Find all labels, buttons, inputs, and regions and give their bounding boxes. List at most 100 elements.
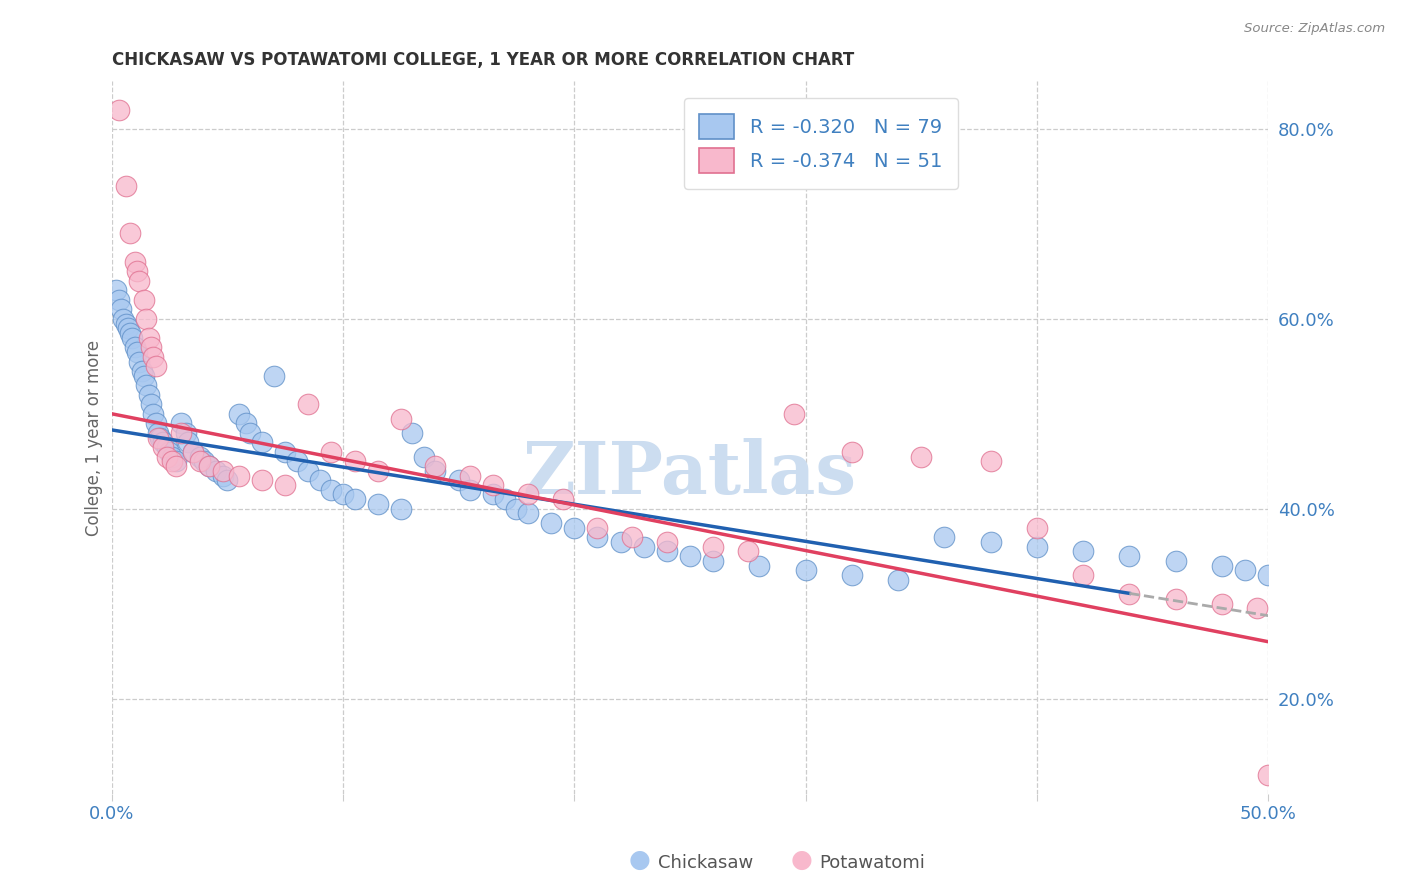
Point (737, 544, 759, 558)
Point (655, 535, 678, 549)
Point (128, 274, 150, 288)
Point (112, 311, 135, 326)
Text: ●: ● (790, 848, 813, 872)
Point (159, 444, 181, 458)
Point (887, 573, 910, 587)
Point (425, 458, 447, 473)
Point (107, 103, 129, 117)
Point (1025, 540, 1047, 554)
Point (110, 302, 132, 317)
Text: CHICKASAW VS POTAWATOMI COLLEGE, 1 YEAR OR MORE CORRELATION CHART: CHICKASAW VS POTAWATOMI COLLEGE, 1 YEAR … (111, 51, 853, 69)
Point (425, 464, 447, 478)
Point (117, 321, 139, 335)
Point (146, 425, 169, 440)
Point (934, 530, 956, 544)
Point (170, 417, 193, 431)
Point (297, 464, 319, 478)
Point (170, 425, 193, 440)
Point (308, 473, 330, 487)
Point (160, 454, 183, 468)
Point (980, 454, 1002, 468)
Point (447, 473, 470, 487)
Point (114, 178, 136, 193)
Point (132, 368, 155, 383)
Point (540, 516, 562, 530)
Point (160, 450, 183, 464)
Point (458, 468, 481, 483)
Point (517, 487, 540, 501)
Point (586, 521, 609, 535)
Point (621, 530, 644, 544)
Point (188, 454, 211, 468)
Legend: R = -0.320   N = 79, R = -0.374   N = 51: R = -0.320 N = 79, R = -0.374 N = 51 (683, 98, 957, 189)
Point (1246, 601, 1268, 615)
Point (401, 425, 423, 440)
Point (494, 492, 516, 507)
Point (285, 454, 308, 468)
Point (1118, 549, 1140, 564)
Point (211, 464, 233, 478)
Point (235, 417, 257, 431)
Point (114, 317, 136, 331)
Point (551, 492, 574, 507)
Point (297, 397, 319, 411)
Point (125, 345, 148, 359)
Point (609, 535, 631, 549)
Point (124, 255, 146, 269)
Point (321, 483, 343, 497)
Point (586, 530, 609, 544)
Point (124, 340, 146, 354)
Point (274, 444, 297, 458)
Point (228, 468, 250, 483)
Point (139, 340, 162, 354)
Point (128, 354, 150, 368)
Point (482, 487, 505, 501)
Point (1257, 568, 1279, 582)
Point (177, 435, 200, 450)
Point (482, 478, 505, 492)
Point (1164, 591, 1187, 606)
Point (193, 454, 215, 468)
Point (702, 554, 724, 568)
Point (152, 435, 174, 450)
Text: Potawatomi: Potawatomi (820, 855, 925, 872)
Point (239, 425, 262, 440)
Point (343, 454, 366, 468)
Point (105, 283, 128, 297)
Point (138, 388, 160, 402)
Text: Source: ZipAtlas.com: Source: ZipAtlas.com (1244, 22, 1385, 36)
Point (263, 368, 285, 383)
Point (1118, 587, 1140, 601)
Point (120, 227, 142, 241)
Point (174, 425, 197, 440)
Point (1071, 544, 1094, 558)
Point (204, 464, 226, 478)
Point (125, 264, 148, 278)
Point (1071, 568, 1094, 582)
Point (367, 464, 389, 478)
Point (149, 430, 172, 444)
Point (138, 331, 160, 345)
Point (197, 458, 219, 473)
Point (107, 293, 129, 307)
Point (748, 558, 770, 573)
Point (135, 311, 157, 326)
Point (332, 487, 354, 501)
Point (156, 440, 179, 454)
Point (1211, 558, 1233, 573)
Point (188, 450, 211, 464)
Point (165, 454, 187, 468)
Point (121, 331, 143, 345)
Point (145, 417, 167, 431)
Point (135, 378, 157, 392)
Text: Chickasaw: Chickasaw (658, 855, 754, 872)
Point (702, 540, 724, 554)
Point (152, 440, 174, 454)
Point (783, 407, 806, 421)
Point (156, 450, 179, 464)
Point (655, 544, 678, 558)
Point (794, 564, 817, 578)
Point (389, 411, 412, 425)
Point (142, 407, 165, 421)
Point (1164, 554, 1187, 568)
